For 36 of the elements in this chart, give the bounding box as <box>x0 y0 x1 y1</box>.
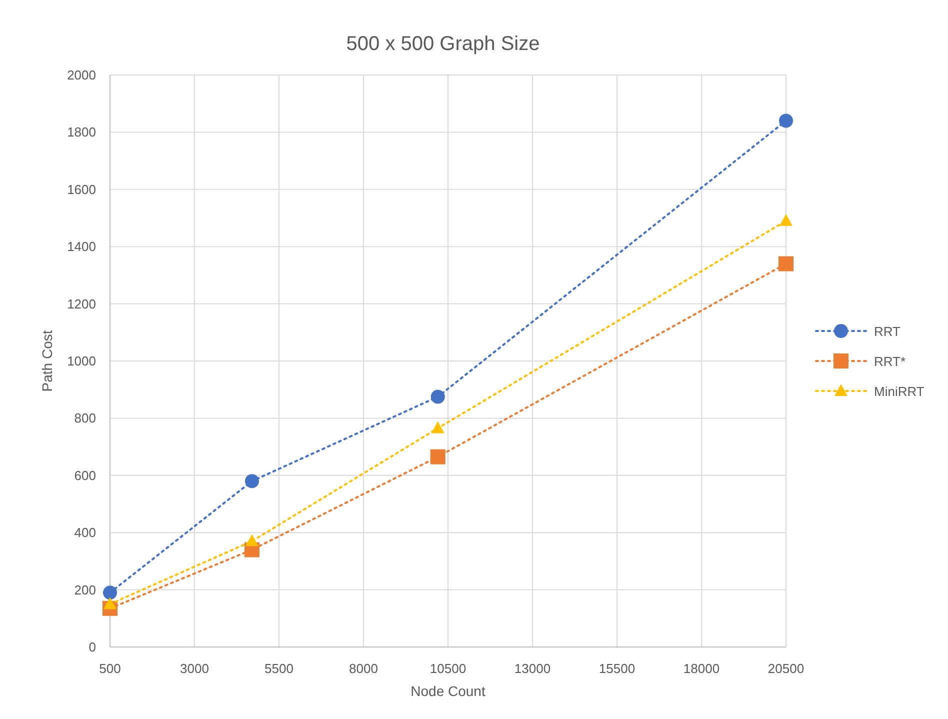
point <box>104 597 116 610</box>
y-tick-label: 800 <box>74 410 96 426</box>
y-tick-label: 600 <box>74 468 96 483</box>
x-tick-label: 20500 <box>768 661 804 676</box>
legend-label: RRT <box>874 324 901 339</box>
y-tick-label: 1600 <box>67 182 96 197</box>
x-tick-label: 10500 <box>430 661 466 676</box>
chart-title: 500 x 500 Graph Size <box>346 33 540 55</box>
point <box>431 421 444 434</box>
point <box>430 390 445 404</box>
y-tick-label: 400 <box>74 525 96 540</box>
y-tick-label: 1800 <box>67 124 96 140</box>
point <box>778 256 794 272</box>
x-tick-label: 8000 <box>349 661 378 676</box>
point <box>779 114 793 128</box>
y-tick-label: 200 <box>74 582 96 598</box>
x-tick-label: 500 <box>99 661 121 676</box>
x-tick-label: 13000 <box>514 661 551 676</box>
x-tick-label: 5500 <box>264 661 294 676</box>
point <box>430 449 446 464</box>
y-tick-label: 0 <box>88 640 96 654</box>
point <box>103 586 117 600</box>
y-tick-label: 1000 <box>67 354 96 368</box>
y-tick-label: 1200 <box>67 296 96 312</box>
point <box>780 214 792 226</box>
point <box>245 534 258 546</box>
x-axis-title: Node Count <box>410 683 486 699</box>
legend-label: RRT* <box>874 354 906 369</box>
point <box>244 474 259 488</box>
y-axis-title: Path Cost <box>39 330 55 392</box>
y-tick-label: 2000 <box>67 68 96 82</box>
y-tick-label: 1400 <box>67 239 96 254</box>
legend-label: MiniRRT <box>874 384 924 399</box>
x-tick-label: 18000 <box>683 661 720 676</box>
x-tick-label: 15500 <box>598 661 636 676</box>
x-tick-label: 3000 <box>180 661 209 676</box>
